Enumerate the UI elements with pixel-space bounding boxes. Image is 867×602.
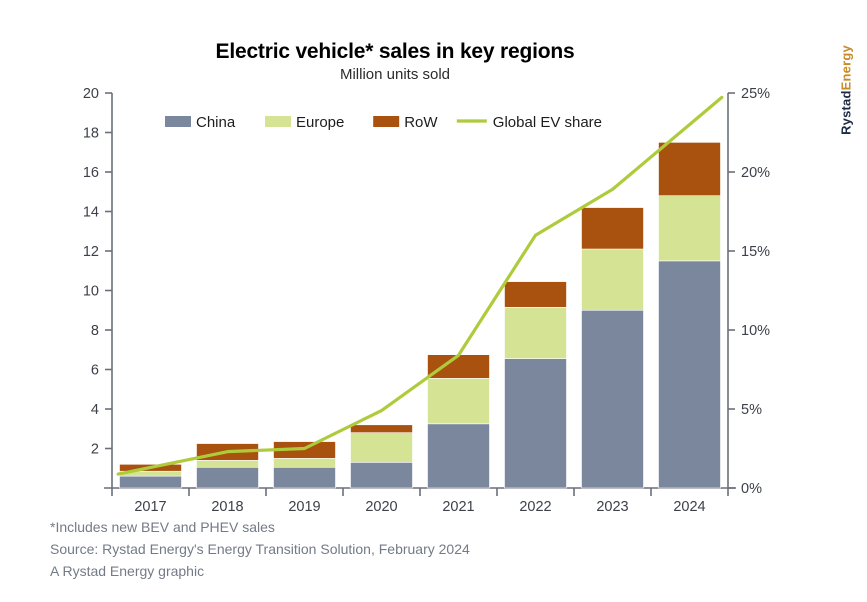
- y-tick-label-left: 4: [91, 402, 99, 418]
- x-tick-label-2021: 2021: [442, 499, 474, 515]
- y-tick-label-left: 16: [83, 165, 99, 181]
- x-tick-label-2020: 2020: [365, 499, 397, 515]
- bar-segment-china[interactable]: [273, 466, 336, 489]
- y-tick-label-left: 14: [83, 205, 99, 221]
- footer-line-0: *Includes new BEV and PHEV sales: [50, 519, 275, 535]
- footer-notes: *Includes new BEV and PHEV sales Source:…: [50, 516, 470, 582]
- bar-segment-row[interactable]: [427, 354, 490, 379]
- bar-segment-china[interactable]: [427, 423, 490, 489]
- y-axis-right: 0% 5% 10% 15% 20% 25%: [728, 86, 770, 497]
- bar-segment-europe[interactable]: [196, 460, 259, 468]
- bar-2020[interactable]: [350, 424, 413, 489]
- bar-segment-europe[interactable]: [350, 432, 413, 463]
- y-tick-label-right: 10%: [741, 323, 770, 339]
- y-tick-label-left: 20: [83, 86, 99, 102]
- x-tick-label-2017: 2017: [134, 499, 166, 515]
- x-tick-label-2024: 2024: [673, 499, 705, 515]
- bar-segment-row[interactable]: [350, 424, 413, 433]
- page-subtitle: Million units sold: [339, 66, 451, 83]
- bar-2022[interactable]: [504, 281, 567, 489]
- bar-segment-china[interactable]: [350, 462, 413, 489]
- legend-label-row: RoW: [404, 114, 438, 131]
- bar-segment-row[interactable]: [581, 207, 644, 250]
- legend: China Europe RoW Global EV share: [165, 114, 602, 131]
- x-tick-label-2019: 2019: [288, 499, 320, 515]
- bar-segment-europe[interactable]: [581, 248, 644, 311]
- y-tick-label-left: 12: [83, 244, 99, 260]
- footer-line-1: Source: Rystad Energy's Energy Transitio…: [50, 541, 470, 557]
- legend-swatch-europe[interactable]: [265, 116, 291, 127]
- bar-segment-china[interactable]: [119, 475, 182, 489]
- legend-swatch-china[interactable]: [165, 116, 191, 127]
- y-tick-label-right: 15%: [741, 244, 770, 260]
- bar-segment-europe[interactable]: [658, 195, 721, 262]
- y-tick-label-left: 6: [91, 363, 99, 379]
- bar-segment-china[interactable]: [196, 466, 259, 489]
- y-tick-label-right: 25%: [741, 86, 770, 102]
- bars-group: [119, 142, 721, 489]
- y-tick-label-left: 18: [83, 126, 99, 142]
- bar-segment-china[interactable]: [658, 260, 721, 489]
- bar-2023[interactable]: [581, 207, 644, 489]
- bar-segment-europe[interactable]: [504, 306, 567, 359]
- bar-segment-europe[interactable]: [427, 378, 490, 425]
- global-ev-share-line[interactable]: [116, 95, 724, 476]
- legend-label-china: China: [196, 114, 236, 131]
- bar-segment-china[interactable]: [504, 358, 567, 489]
- x-tick-label-2023: 2023: [596, 499, 628, 515]
- bar-2021[interactable]: [427, 354, 490, 489]
- bar-2024[interactable]: [658, 142, 721, 489]
- legend-label-europe: Europe: [296, 114, 344, 131]
- y-tick-label-left: 2: [91, 442, 99, 458]
- x-tick-label-2018: 2018: [211, 499, 243, 515]
- bar-segment-row[interactable]: [658, 142, 721, 197]
- bar-segment-china[interactable]: [581, 309, 644, 489]
- legend-label-global-ev-share: Global EV share: [493, 114, 602, 131]
- footer-line-2: A Rystad Energy graphic: [50, 563, 205, 579]
- bar-segment-row[interactable]: [504, 281, 567, 308]
- x-axis-ticks: 2017 2018 2019 2020 2021 2022 2023 2024: [111, 488, 729, 515]
- y-axis-left: 2 4 6 8 10 12 14 16 18 20: [83, 86, 112, 458]
- y-tick-label-left: 10: [83, 284, 99, 300]
- y-tick-label-right: 5%: [741, 402, 762, 418]
- legend-swatch-row[interactable]: [373, 116, 400, 127]
- bar-segment-europe[interactable]: [273, 458, 336, 468]
- y-tick-label-right: 0%: [741, 481, 762, 497]
- page-title: Electric vehicle* sales in key regions: [215, 40, 575, 63]
- y-tick-label-left: 8: [91, 323, 99, 339]
- x-tick-label-2022: 2022: [519, 499, 551, 515]
- y-tick-label-right: 20%: [741, 165, 770, 181]
